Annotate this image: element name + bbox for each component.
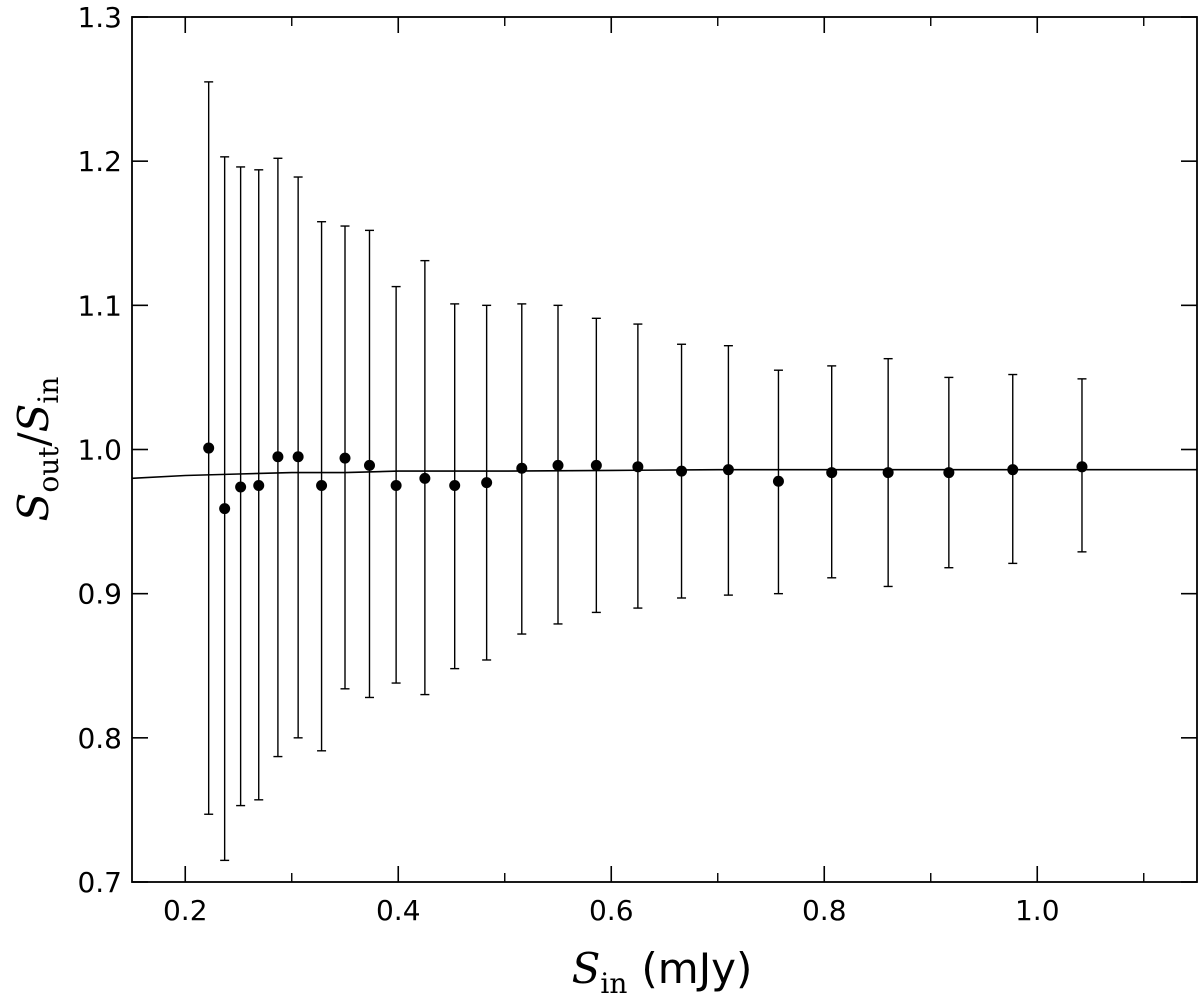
y-tick-label: 1.2	[77, 145, 122, 178]
y-axis-label-separator: /	[9, 432, 58, 447]
x-tick-label: 0.2	[163, 894, 208, 927]
x-tick-labels: 0.2 0.4 0.6 0.8 1.0	[163, 894, 1060, 927]
data-point	[1007, 464, 1019, 476]
x-tick-label: 0.8	[802, 894, 847, 927]
data-point	[943, 467, 955, 479]
x-tick-label: 0.6	[589, 894, 634, 927]
y-tick-labels: 0.7 0.8 0.9 1.0 1.1 1.2 1.3	[77, 1, 122, 899]
y-axis-label-den-symbol: S	[9, 404, 58, 433]
x-tick-label: 0.4	[376, 894, 421, 927]
data-point	[481, 477, 493, 489]
data-point	[882, 467, 894, 479]
y-tick-label: 0.7	[77, 866, 122, 899]
axis-ticks	[132, 16, 1197, 883]
data-point	[449, 480, 461, 492]
y-axis-label-den-subscript: in	[32, 377, 65, 404]
data-point	[1076, 461, 1088, 473]
data-point	[219, 503, 231, 515]
data-point	[632, 461, 644, 473]
y-axis-label-num-symbol: S	[9, 493, 58, 522]
data-point	[772, 475, 784, 487]
x-axis-label: Sin (mJy)	[572, 944, 753, 995]
y-tick-label: 1.0	[77, 434, 122, 467]
data-point	[722, 464, 734, 476]
data-point	[419, 472, 431, 484]
data-points	[203, 442, 1088, 515]
data-point	[676, 465, 688, 477]
y-tick-label: 1.1	[77, 289, 122, 322]
x-axis-label-subscript: in	[600, 967, 627, 995]
data-point	[292, 451, 304, 463]
data-point	[826, 467, 838, 479]
plot-frame	[131, 16, 1198, 883]
y-axis-label-num-subscript: out	[32, 446, 65, 493]
data-point	[390, 480, 402, 492]
data-point	[272, 451, 284, 463]
y-tick-label: 1.3	[77, 1, 122, 34]
x-axis-label-unit: (mJy)	[641, 944, 752, 993]
fit-curve	[131, 468, 1197, 480]
data-point	[552, 459, 564, 471]
data-point	[235, 481, 247, 493]
data-point	[339, 452, 351, 464]
y-axis-label: Sout/Sin	[9, 377, 65, 522]
x-tick-label: 1.0	[1015, 894, 1060, 927]
data-point	[316, 480, 328, 492]
x-axis-label-symbol: S	[572, 944, 601, 993]
data-point	[363, 459, 375, 471]
data-point	[203, 442, 215, 454]
y-tick-label: 0.8	[77, 722, 122, 755]
data-point	[590, 459, 602, 471]
data-point	[516, 462, 528, 474]
y-tick-label: 0.9	[77, 578, 122, 611]
data-point	[253, 480, 265, 492]
